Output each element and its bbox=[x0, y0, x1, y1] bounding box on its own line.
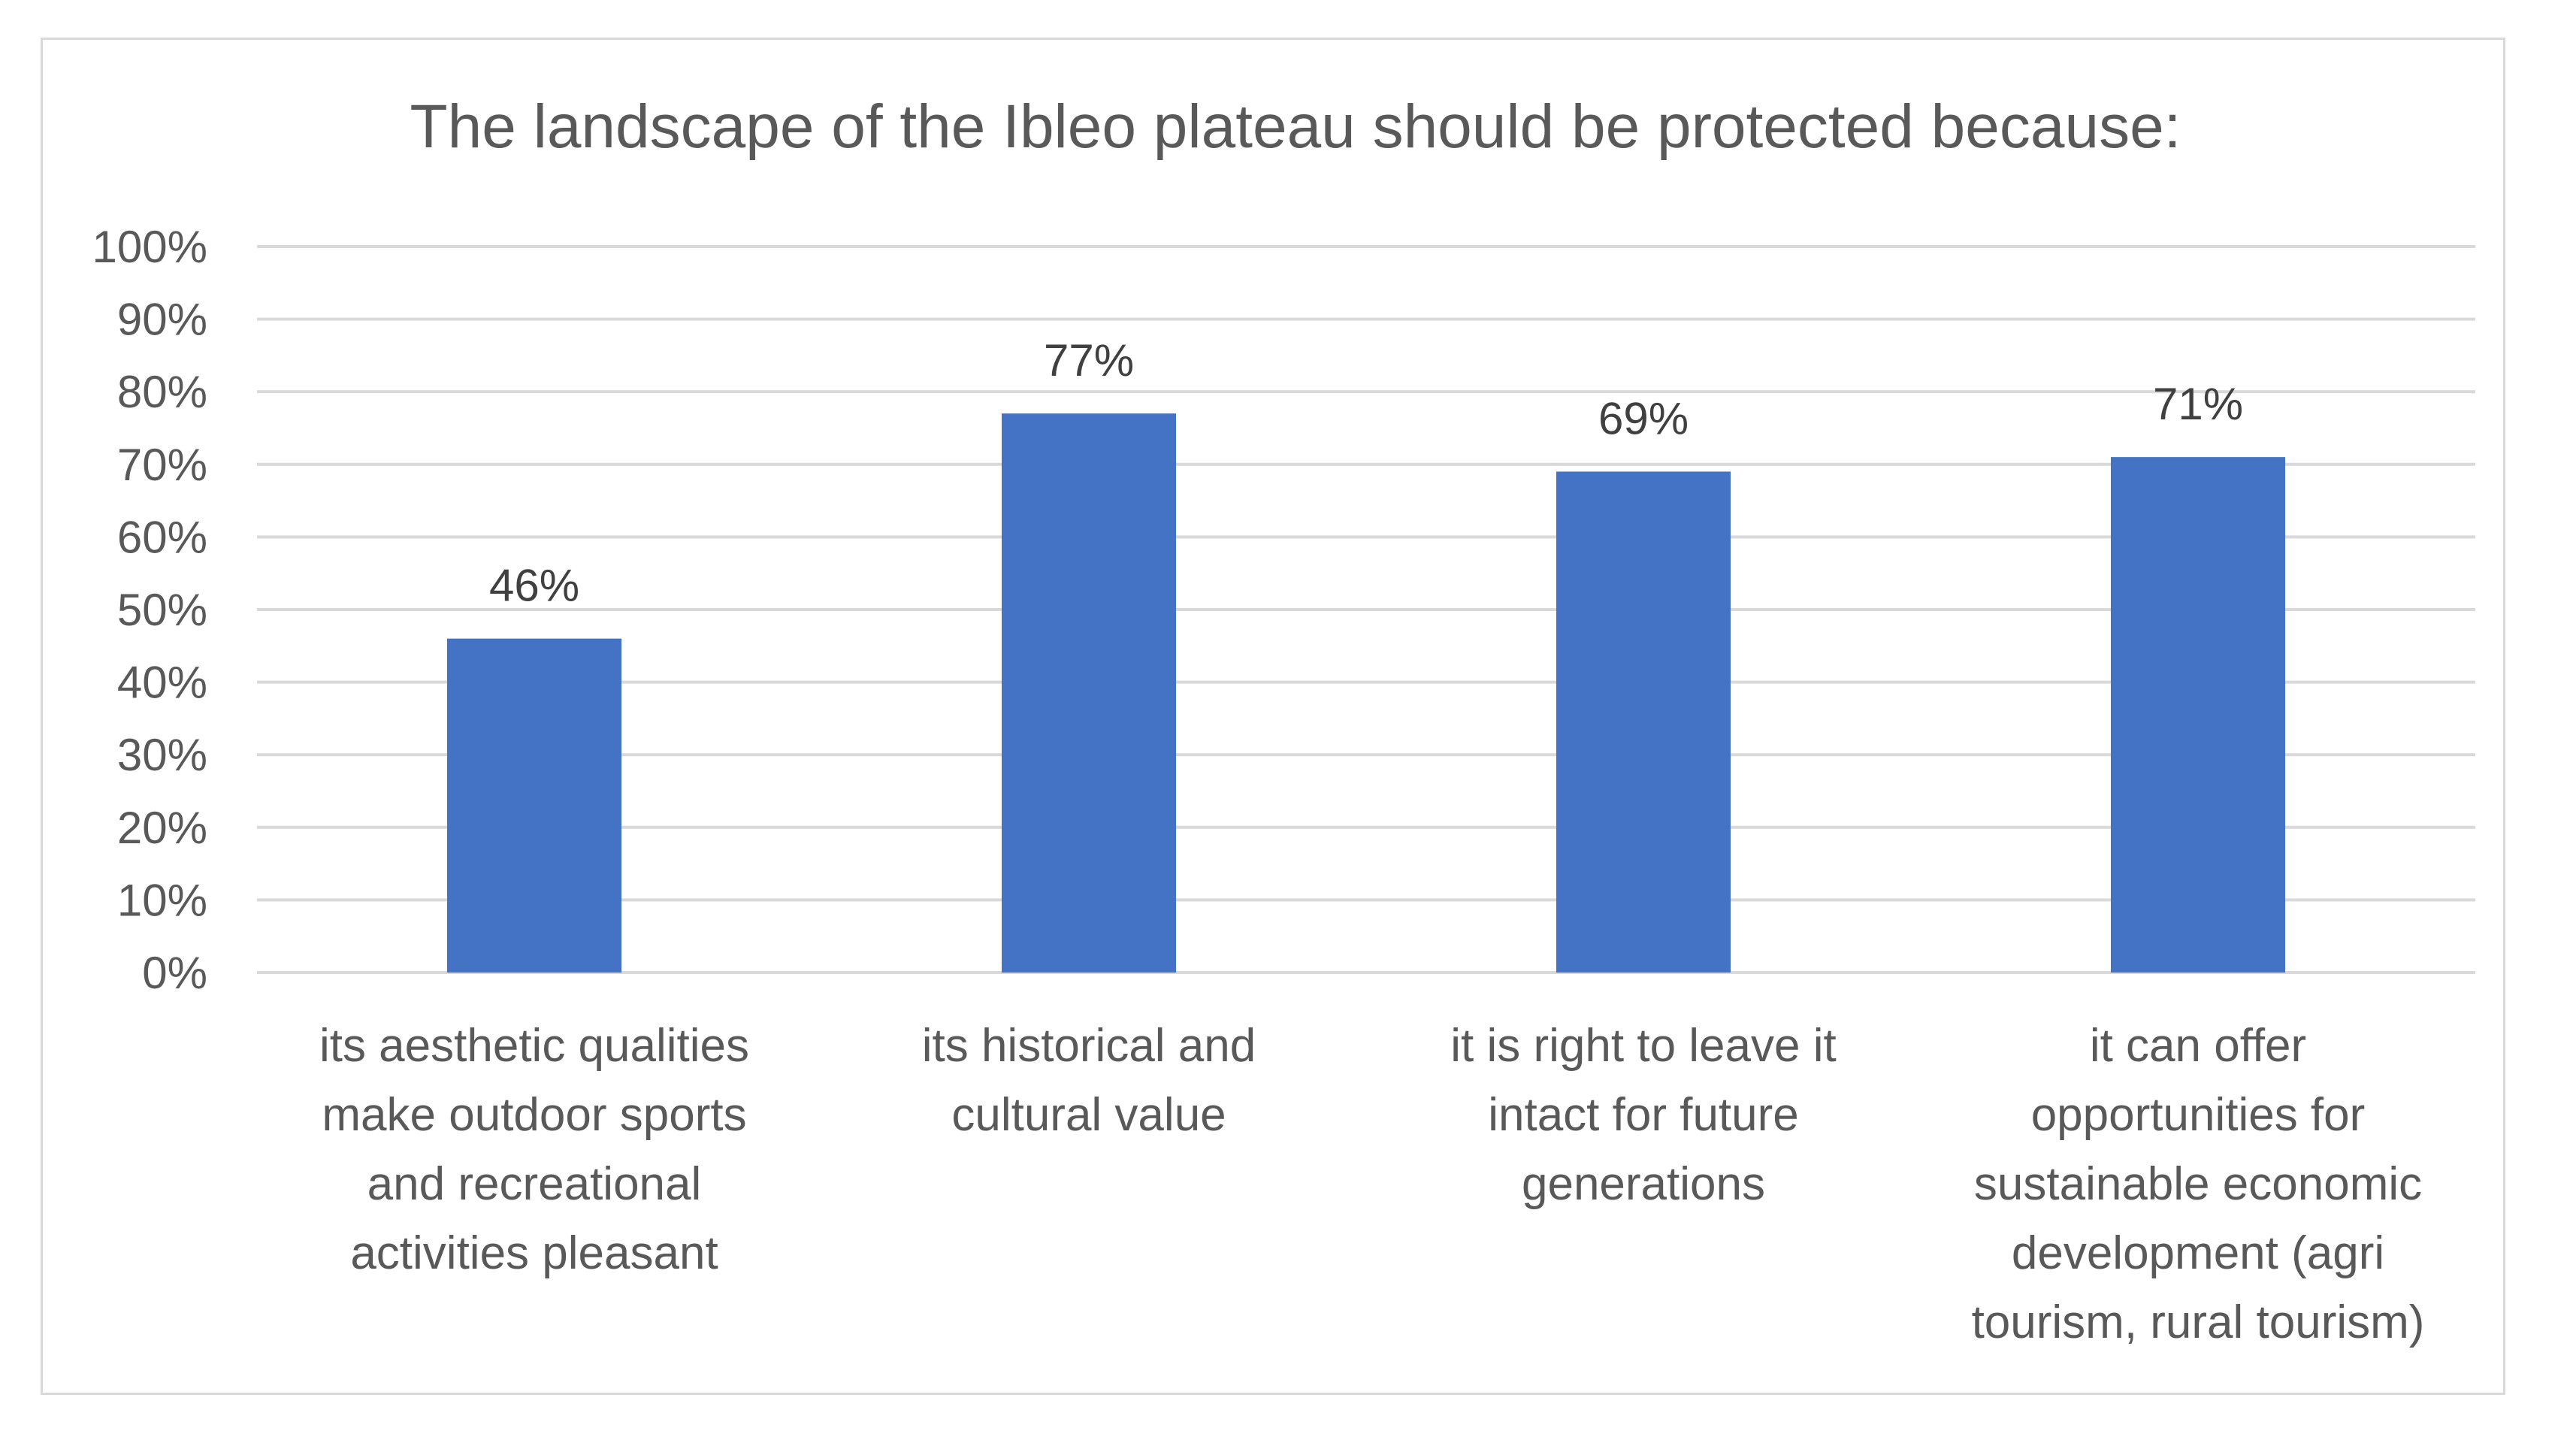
y-tick-label: 30% bbox=[117, 730, 207, 780]
data-label: 69% bbox=[1598, 393, 1689, 443]
y-tick-label: 50% bbox=[117, 585, 207, 635]
chart-title: The landscape of the Ibleo plateau shoul… bbox=[410, 92, 2181, 161]
bar bbox=[1556, 471, 1731, 973]
y-tick-label: 20% bbox=[117, 803, 207, 853]
y-tick-label: 90% bbox=[117, 295, 207, 345]
y-axis-ticks: 0% 10% 20% 30% 40% 50% 60% 70% 80% 90% 100% bbox=[92, 222, 207, 998]
data-label: 77% bbox=[1044, 335, 1134, 386]
y-tick-label: 40% bbox=[117, 658, 207, 708]
data-label: 71% bbox=[2153, 379, 2243, 429]
bar bbox=[1002, 413, 1176, 973]
bars bbox=[447, 413, 2285, 973]
category-label: it can offer opportunities for sustainable… bbox=[1972, 1020, 2425, 1348]
y-tick-label: 60% bbox=[117, 512, 207, 562]
y-tick-label: 100% bbox=[92, 222, 207, 272]
gridlines bbox=[257, 245, 2475, 974]
category-label: its historical and cultural value bbox=[922, 1020, 1256, 1141]
category-labels: its aesthetic qualities make outdoor spor… bbox=[319, 1020, 2424, 1348]
y-tick-label: 0% bbox=[142, 948, 207, 998]
bar bbox=[447, 638, 621, 973]
data-label: 46% bbox=[489, 561, 579, 611]
category-label: it is right to leave it intact for future… bbox=[1450, 1020, 1836, 1210]
bar bbox=[2111, 457, 2285, 973]
data-labels: 46% 77% 69% 71% bbox=[489, 335, 2243, 610]
y-tick-label: 10% bbox=[117, 875, 207, 925]
y-tick-label: 70% bbox=[117, 440, 207, 490]
y-tick-label: 80% bbox=[117, 367, 207, 417]
category-label: its aesthetic qualities make outdoor spor… bbox=[319, 1020, 749, 1279]
